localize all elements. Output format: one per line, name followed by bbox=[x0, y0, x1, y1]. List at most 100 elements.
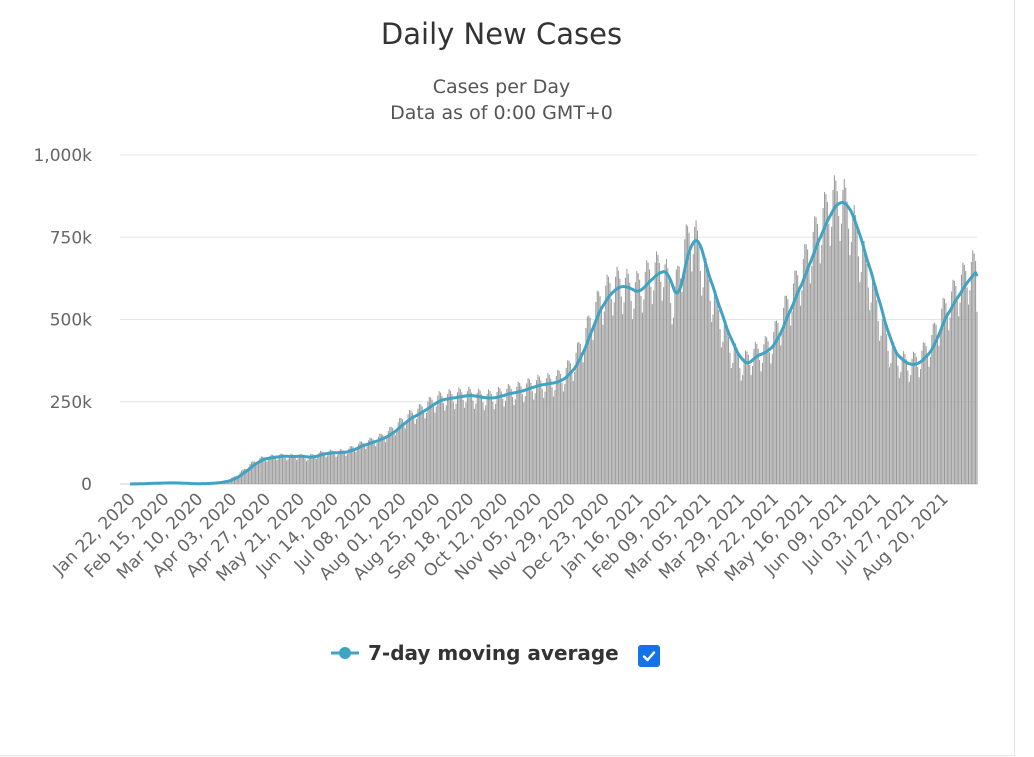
daily-cases-bar bbox=[768, 352, 771, 484]
daily-cases-bar bbox=[500, 391, 502, 484]
daily-cases-bar bbox=[449, 390, 451, 484]
daily-cases-bar bbox=[270, 454, 272, 484]
daily-cases-bar bbox=[658, 263, 660, 484]
daily-cases-bar bbox=[704, 263, 706, 484]
daily-cases-bar bbox=[550, 378, 552, 484]
daily-cases-bar bbox=[877, 321, 879, 484]
daily-cases-bar bbox=[822, 208, 824, 485]
daily-cases-bar bbox=[279, 454, 281, 484]
daily-cases-bar bbox=[800, 305, 802, 484]
daily-cases-bar bbox=[273, 455, 275, 484]
daily-cases-bar bbox=[764, 336, 766, 484]
daily-cases-bar bbox=[766, 337, 768, 484]
daily-cases-bar bbox=[966, 287, 968, 484]
daily-cases-bar bbox=[524, 396, 526, 484]
daily-cases-bar bbox=[815, 217, 817, 484]
daily-cases-bar bbox=[568, 360, 570, 484]
daily-cases-bar bbox=[375, 446, 377, 484]
daily-cases-bar bbox=[884, 323, 886, 484]
daily-cases-bar bbox=[911, 358, 913, 484]
legend-line-marker-icon bbox=[331, 647, 359, 659]
daily-cases-bar bbox=[617, 270, 619, 484]
daily-cases-bar bbox=[413, 418, 415, 484]
daily-cases-bar bbox=[373, 442, 375, 484]
daily-cases-bar bbox=[541, 389, 543, 484]
daily-cases-bar bbox=[298, 454, 300, 484]
daily-cases-bar bbox=[870, 302, 872, 484]
daily-cases-bar bbox=[480, 394, 483, 484]
daily-cases-bar bbox=[562, 391, 564, 484]
daily-cases-bar bbox=[239, 472, 241, 484]
daily-cases-bar bbox=[420, 404, 422, 484]
daily-cases-bar bbox=[816, 223, 819, 484]
daily-cases-bar bbox=[603, 311, 605, 484]
daily-cases-bar bbox=[252, 461, 254, 484]
daily-cases-bar bbox=[773, 332, 775, 484]
daily-cases-bar bbox=[540, 380, 542, 484]
daily-cases-bar bbox=[400, 418, 402, 484]
daily-cases-bar bbox=[886, 333, 888, 484]
daily-cases-bar bbox=[369, 437, 371, 484]
daily-cases-bar bbox=[355, 452, 357, 484]
daily-cases-bar bbox=[698, 245, 700, 484]
daily-cases-bar bbox=[572, 380, 574, 484]
daily-cases-bar bbox=[699, 271, 701, 484]
daily-cases-bar bbox=[281, 454, 283, 484]
daily-cases-bar bbox=[414, 423, 416, 484]
daily-cases-bar bbox=[759, 359, 761, 484]
daily-cases-bar bbox=[280, 453, 282, 484]
daily-cases-bar bbox=[852, 212, 854, 484]
daily-cases-bar bbox=[404, 428, 406, 484]
daily-cases-bar bbox=[348, 448, 350, 484]
daily-cases-bar bbox=[507, 383, 509, 484]
daily-cases-bar bbox=[846, 201, 848, 484]
daily-cases-bar bbox=[667, 268, 669, 484]
daily-cases-bar bbox=[708, 279, 710, 484]
daily-cases-bar bbox=[730, 367, 732, 484]
daily-cases-bar bbox=[344, 453, 346, 484]
daily-cases-bar bbox=[565, 368, 567, 484]
daily-cases-bar bbox=[276, 460, 278, 484]
daily-cases-bar bbox=[598, 291, 600, 484]
daily-cases-bar bbox=[848, 228, 850, 484]
daily-cases-bar bbox=[284, 457, 286, 484]
daily-cases-bar bbox=[694, 226, 696, 484]
daily-cases-bar bbox=[873, 278, 875, 484]
daily-cases-bar bbox=[609, 283, 611, 484]
daily-cases-bar bbox=[928, 366, 930, 484]
daily-cases-bar bbox=[715, 290, 717, 484]
daily-cases-bar bbox=[274, 457, 276, 484]
daily-cases-bar bbox=[390, 426, 392, 484]
daily-cases-bar bbox=[259, 457, 261, 484]
daily-cases-bar bbox=[363, 445, 365, 484]
daily-cases-bar bbox=[644, 271, 646, 484]
daily-cases-bar bbox=[920, 368, 922, 484]
daily-cases-bar bbox=[674, 286, 676, 484]
daily-cases-bar bbox=[489, 390, 491, 484]
legend-item-moving-average[interactable]: 7-day moving average bbox=[330, 638, 619, 668]
daily-cases-bar bbox=[322, 452, 324, 484]
moving-average-checkbox[interactable] bbox=[638, 645, 660, 667]
daily-cases-bar bbox=[835, 180, 837, 484]
daily-cases-bar bbox=[812, 231, 814, 484]
daily-cases-bar bbox=[461, 392, 463, 484]
daily-cases-bar bbox=[479, 390, 481, 484]
daily-cases-bar bbox=[327, 455, 329, 484]
daily-cases-bar bbox=[305, 461, 307, 484]
daily-cases-bar bbox=[423, 412, 425, 484]
daily-cases-bar bbox=[862, 247, 864, 484]
daily-cases-bar bbox=[376, 443, 378, 484]
daily-cases-bar bbox=[709, 300, 711, 484]
daily-cases-bar bbox=[432, 406, 435, 484]
daily-cases-bar bbox=[807, 249, 809, 484]
daily-cases-bar bbox=[249, 464, 251, 484]
daily-cases-bar bbox=[771, 353, 773, 484]
daily-cases-bar bbox=[654, 262, 656, 484]
daily-cases-bar bbox=[471, 392, 473, 484]
daily-cases-bar bbox=[801, 290, 803, 484]
daily-cases-bar bbox=[417, 408, 419, 484]
daily-cases-bar bbox=[338, 450, 340, 484]
y-tick-label: 250k bbox=[50, 393, 92, 413]
daily-cases-bar bbox=[922, 342, 924, 484]
